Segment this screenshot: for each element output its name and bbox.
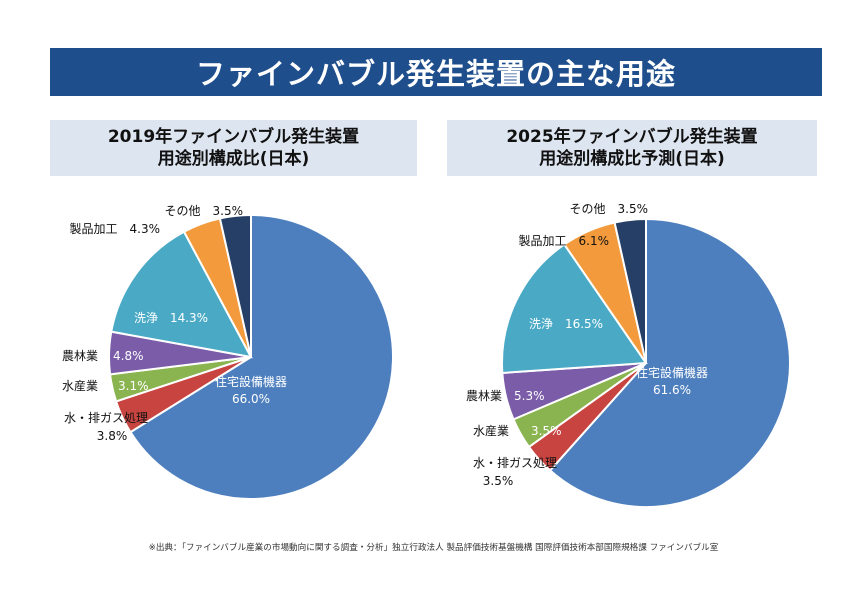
pie-slice-1-6 xyxy=(613,217,647,364)
slice-label-1-6: その他 3.5% xyxy=(570,202,649,216)
slice-value-0-3: 4.8% xyxy=(113,349,144,363)
slice-value-1-1: 3.5% xyxy=(483,474,514,488)
slice-label-0-2: 水産業 xyxy=(62,378,98,393)
pie-slice-0-0 xyxy=(129,213,394,500)
source-citation: ※出典：「ファインバブル産業の市場動向に関する調査・分析」独立行政法人 製品評価… xyxy=(148,543,719,553)
slice-label-1-3: 農林業 xyxy=(466,389,502,403)
slice-value-1-2: 3.5% xyxy=(531,424,562,438)
chart-1-title-line2: 用途別構成比(日本) xyxy=(157,149,310,169)
slice-label-1-2: 水産業 xyxy=(473,423,509,438)
chart-2-title-line1: 2025年ファインバブル発生装置 xyxy=(506,127,758,147)
pie-slice-0-4 xyxy=(110,230,253,359)
slice-value-1-3: 5.3% xyxy=(514,389,545,403)
slice-label-0-5: 製品加工 4.3% xyxy=(70,222,161,236)
slice-label-1-4: 洗浄 16.5% xyxy=(529,317,603,331)
slice-value-0-2: 3.1% xyxy=(118,379,149,393)
slice-label-1-0: 住宅設備機器 xyxy=(636,365,708,380)
slice-label-1-5: 製品加工 6.1% xyxy=(519,234,610,248)
pie-chart-2019: 住宅設備機器 66.0% 水・排ガス処理 3.8% 水産業 3.1% 農林業 4.8% 洗浄 1… xyxy=(62,204,394,500)
slice-value-0-0: 66.0% xyxy=(232,392,270,406)
slice-label-0-4: 洗浄 14.3% xyxy=(134,311,208,325)
slice-label-0-1: 水・排ガス処理 xyxy=(64,411,148,425)
slice-label-0-6: その他 3.5% xyxy=(165,204,244,218)
slice-value-1-0: 61.6% xyxy=(653,383,691,397)
chart-2-title: 2025年ファインバブル発生装置 用途別構成比予測(日本) xyxy=(447,120,817,176)
chart-1-title-line1: 2019年ファインバブル発生装置 xyxy=(107,127,360,147)
pie-slice-1-0 xyxy=(548,217,791,508)
slice-label-1-1: 水・排ガス処理 xyxy=(473,456,557,470)
chart-1-title: 2019年ファインバブル発生装置 用途別構成比(日本) xyxy=(50,120,417,176)
slice-value-0-1: 3.8% xyxy=(97,429,128,443)
chart-2-title-line2: 用途別構成比予測(日本) xyxy=(539,149,725,169)
pie-slice-1-4 xyxy=(500,243,648,375)
pie-slice-0-6 xyxy=(218,213,252,358)
slice-label-0-3: 農林業 xyxy=(62,349,98,363)
page-banner-title: ファインバブル発生装置の主な用途 xyxy=(50,48,822,96)
slice-label-0-0: 住宅設備機器 xyxy=(215,374,287,389)
